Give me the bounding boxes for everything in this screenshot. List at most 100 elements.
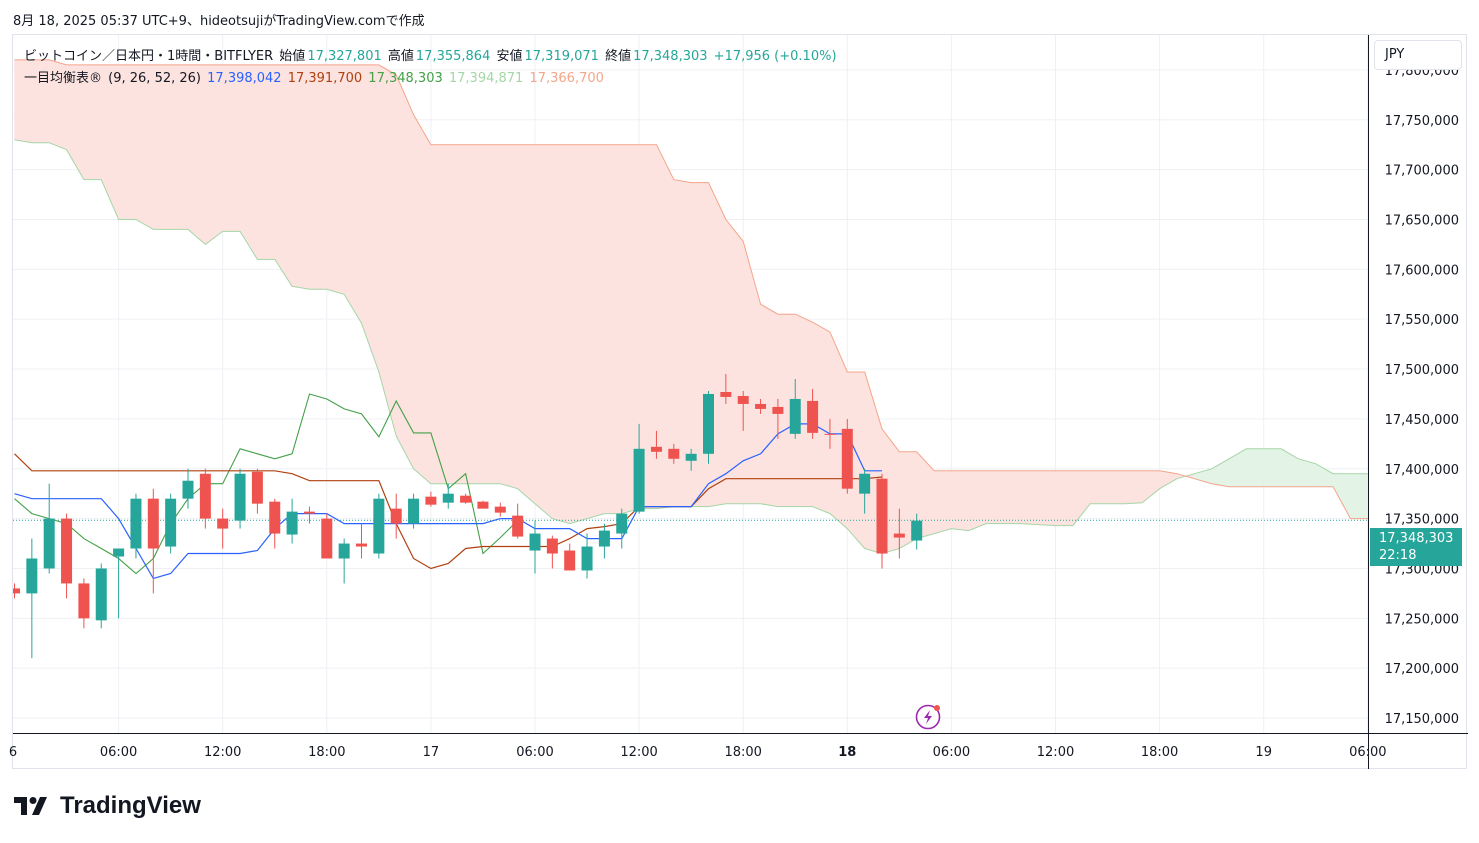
candle-up bbox=[859, 473, 871, 494]
y-tick-label: 17,650,000 bbox=[1385, 213, 1459, 228]
candle-up bbox=[182, 480, 194, 499]
candle-down bbox=[807, 400, 819, 433]
x-tick-label: 06:00 bbox=[1349, 745, 1386, 760]
kumo-cloud-segment bbox=[1263, 448, 1282, 488]
kumo-cloud-segment bbox=[1141, 470, 1160, 504]
x-tick-label: 17 bbox=[423, 745, 440, 760]
chart-caption: 8月 18, 2025 05:37 UTC+9、hideotsujiがTradi… bbox=[13, 14, 425, 29]
high-value: 17,355,864 bbox=[415, 49, 491, 64]
candle-down bbox=[356, 543, 367, 547]
kumo-cloud-segment bbox=[725, 218, 744, 504]
kumo-cloud-segment bbox=[586, 144, 605, 520]
candle-up bbox=[43, 518, 55, 569]
candle-down bbox=[477, 501, 489, 509]
kumo-cloud-segment bbox=[100, 64, 119, 220]
candle-down bbox=[512, 515, 524, 537]
indicator-params: (9, 26, 52, 26) bbox=[108, 71, 201, 86]
x-tick-label: 18 bbox=[838, 745, 856, 760]
y-tick-label: 17,700,000 bbox=[1385, 164, 1459, 179]
span-b-line bbox=[14, 59, 1368, 520]
candle-down bbox=[251, 471, 263, 504]
low-label: 安値 bbox=[496, 49, 523, 64]
kumo-cloud-segment bbox=[1037, 470, 1056, 526]
candle-down bbox=[650, 446, 662, 452]
kumo-cloud-segment bbox=[343, 64, 362, 325]
candle-down bbox=[876, 478, 888, 554]
candle-up bbox=[703, 393, 714, 454]
kumo-cloud-segment bbox=[309, 64, 328, 290]
candle-up bbox=[408, 498, 420, 524]
x-tick-label: 19 bbox=[1255, 745, 1272, 760]
candle-up bbox=[338, 543, 350, 559]
y-tick-label: 17,450,000 bbox=[1385, 413, 1459, 428]
candle-up bbox=[26, 558, 38, 594]
kumo-cloud-segment bbox=[1020, 470, 1039, 525]
kumo-cloud-segment bbox=[430, 144, 449, 485]
candle-up bbox=[373, 498, 385, 554]
kumo-cloud-segment bbox=[708, 182, 727, 508]
kumo-cloud-segment bbox=[1211, 458, 1230, 488]
kumo-cloud-segment bbox=[1003, 470, 1022, 524]
kumo-cloud-segment bbox=[222, 64, 241, 232]
brand-name: TradingView bbox=[60, 792, 201, 819]
x-tick-label: 06:00 bbox=[100, 745, 137, 760]
candle-down bbox=[269, 501, 281, 534]
lagging-value: 17,348,303 bbox=[368, 71, 443, 86]
change-value: +17,956 (+0.10%) bbox=[713, 49, 837, 64]
kumo-cloud-segment bbox=[361, 64, 380, 373]
kumo-cloud-segment bbox=[569, 144, 588, 524]
kumo-cloud-segment bbox=[1089, 470, 1108, 504]
candle-up bbox=[685, 453, 697, 461]
candle-up bbox=[529, 533, 541, 551]
y-tick-label: 17,350,000 bbox=[1385, 513, 1459, 528]
kumo-cloud-segment bbox=[1332, 473, 1351, 519]
candle-down bbox=[494, 506, 506, 513]
kumo-cloud-segment bbox=[187, 64, 206, 246]
kumo-cloud-segment bbox=[534, 144, 553, 520]
indicator-name[interactable]: 一目均衡表® bbox=[24, 71, 103, 86]
symbol-name[interactable]: ビットコイン／日本円・1時間・BITFLYER bbox=[24, 49, 274, 64]
tradingview-logo[interactable]: TradingView bbox=[14, 792, 201, 820]
candle-down bbox=[893, 533, 905, 538]
kumo-cloud-segment bbox=[1246, 448, 1264, 488]
low-value: 17,319,071 bbox=[524, 49, 599, 64]
bar-countdown: 22:18 bbox=[1379, 548, 1417, 563]
candle-up bbox=[95, 568, 107, 621]
kumo-cloud-segment bbox=[239, 64, 258, 261]
close-label: 終値 bbox=[605, 49, 632, 64]
event-marker-badge bbox=[934, 705, 940, 711]
x-tick-label: 12:00 bbox=[204, 745, 241, 760]
y-tick-label: 17,400,000 bbox=[1385, 463, 1459, 478]
kumo-cloud-segment bbox=[1055, 470, 1074, 526]
lightning-icon bbox=[924, 710, 932, 724]
candle-down bbox=[303, 511, 315, 514]
candle-down bbox=[460, 495, 472, 503]
candle-down bbox=[78, 583, 90, 619]
conversion-value: 17,398,042 bbox=[207, 71, 282, 86]
kumo-cloud-segment bbox=[135, 64, 154, 230]
candle-up bbox=[911, 520, 923, 541]
candle-up bbox=[234, 473, 246, 521]
kumo-cloud-segment bbox=[1280, 448, 1299, 488]
conversion-line bbox=[14, 423, 882, 580]
x-tick-label: 06:00 bbox=[933, 745, 970, 760]
base-value: 17,391,700 bbox=[287, 71, 363, 86]
kumo-cloud-segment bbox=[395, 74, 414, 469]
currency-button[interactable]: JPY bbox=[1374, 40, 1462, 70]
last-price-label: 17,348,303 22:18 bbox=[1370, 528, 1462, 566]
kumo-cloud-segment bbox=[968, 470, 987, 532]
kumo-cloud-segment bbox=[482, 144, 501, 485]
kumo-cloud-segment bbox=[1072, 470, 1091, 527]
open-label: 始値 bbox=[279, 49, 306, 64]
last-price-value: 17,348,303 bbox=[1379, 531, 1454, 546]
candle-down bbox=[720, 391, 732, 397]
x-tick-label: 06:00 bbox=[516, 745, 553, 760]
kumo-cloud-segment bbox=[118, 64, 137, 220]
kumo-cloud-segment bbox=[742, 241, 761, 504]
candle-down bbox=[147, 498, 159, 549]
candle-down bbox=[61, 518, 73, 584]
kumo-cloud-segment bbox=[257, 64, 276, 260]
span-a-value: 17,394,871 bbox=[448, 71, 524, 86]
x-tick-label: 18:00 bbox=[308, 745, 345, 760]
